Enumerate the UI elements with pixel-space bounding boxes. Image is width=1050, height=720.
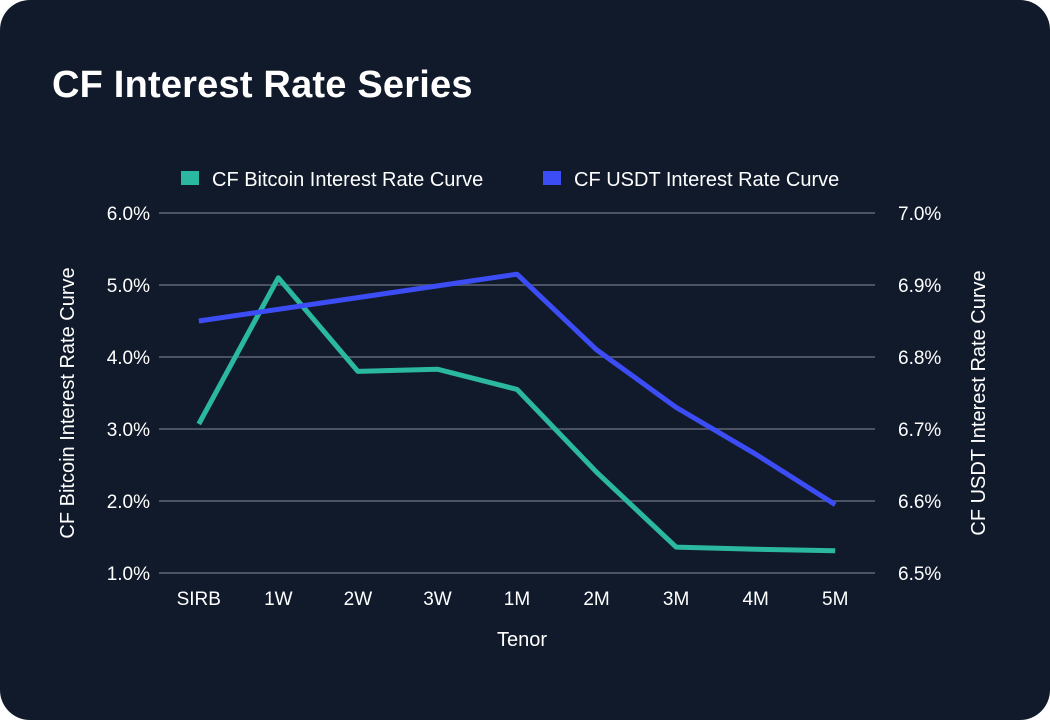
legend-label-bitcoin[interactable]: CF Bitcoin Interest Rate Curve	[212, 169, 483, 191]
right-tick-label: 6.9%	[898, 276, 941, 297]
x-tick-label: 2M	[583, 589, 609, 610]
right-tick-label: 6.8%	[898, 348, 941, 369]
legend-swatch-bitcoin[interactable]	[181, 171, 199, 185]
series-line-usdt[interactable]	[198, 271, 837, 507]
x-tick-label: 2W	[344, 589, 373, 610]
left-tick-label: 3.0%	[107, 420, 150, 441]
legend-label-usdt[interactable]: CF USDT Interest Rate Curve	[574, 169, 839, 191]
left-axis: 6.0% 5.0% 4.0% 3.0% 2.0% 1.0%	[107, 204, 150, 585]
left-tick-label: 5.0%	[107, 276, 150, 297]
x-tick-label: SIRB	[177, 589, 221, 610]
right-axis: 7.0% 6.9% 6.8% 6.7% 6.6% 6.5%	[898, 204, 941, 585]
legend: CF Bitcoin Interest Rate Curve CF USDT I…	[181, 169, 839, 191]
legend-swatch-usdt[interactable]	[543, 171, 561, 185]
grid	[159, 212, 875, 574]
right-tick-label: 6.7%	[898, 420, 941, 441]
right-tick-label: 7.0%	[898, 204, 941, 225]
right-tick-label: 6.6%	[898, 492, 941, 513]
x-tick-label: 1M	[504, 589, 530, 610]
left-tick-label: 6.0%	[107, 204, 150, 225]
right-axis-title: CF USDT Interest Rate Curve	[968, 270, 990, 535]
x-tick-label: 5M	[822, 589, 848, 610]
x-axis-title: Tenor	[497, 629, 547, 651]
x-tick-label: 3M	[663, 589, 689, 610]
x-tick-label: 4M	[742, 589, 768, 610]
x-axis: SIRB 1W 2W 3W 1M 2M 3M 4M 5M	[177, 589, 849, 610]
left-axis-title: CF Bitcoin Interest Rate Curve	[57, 267, 79, 538]
x-tick-label: 3W	[423, 589, 452, 610]
series-line-bitcoin[interactable]	[196, 275, 836, 554]
right-tick-label: 6.5%	[898, 564, 941, 585]
series	[196, 271, 837, 554]
left-tick-label: 4.0%	[107, 348, 150, 369]
left-tick-label: 2.0%	[107, 492, 150, 513]
left-tick-label: 1.0%	[107, 564, 150, 585]
page-title: CF Interest Rate Series	[52, 64, 473, 106]
x-tick-label: 1W	[264, 589, 293, 610]
